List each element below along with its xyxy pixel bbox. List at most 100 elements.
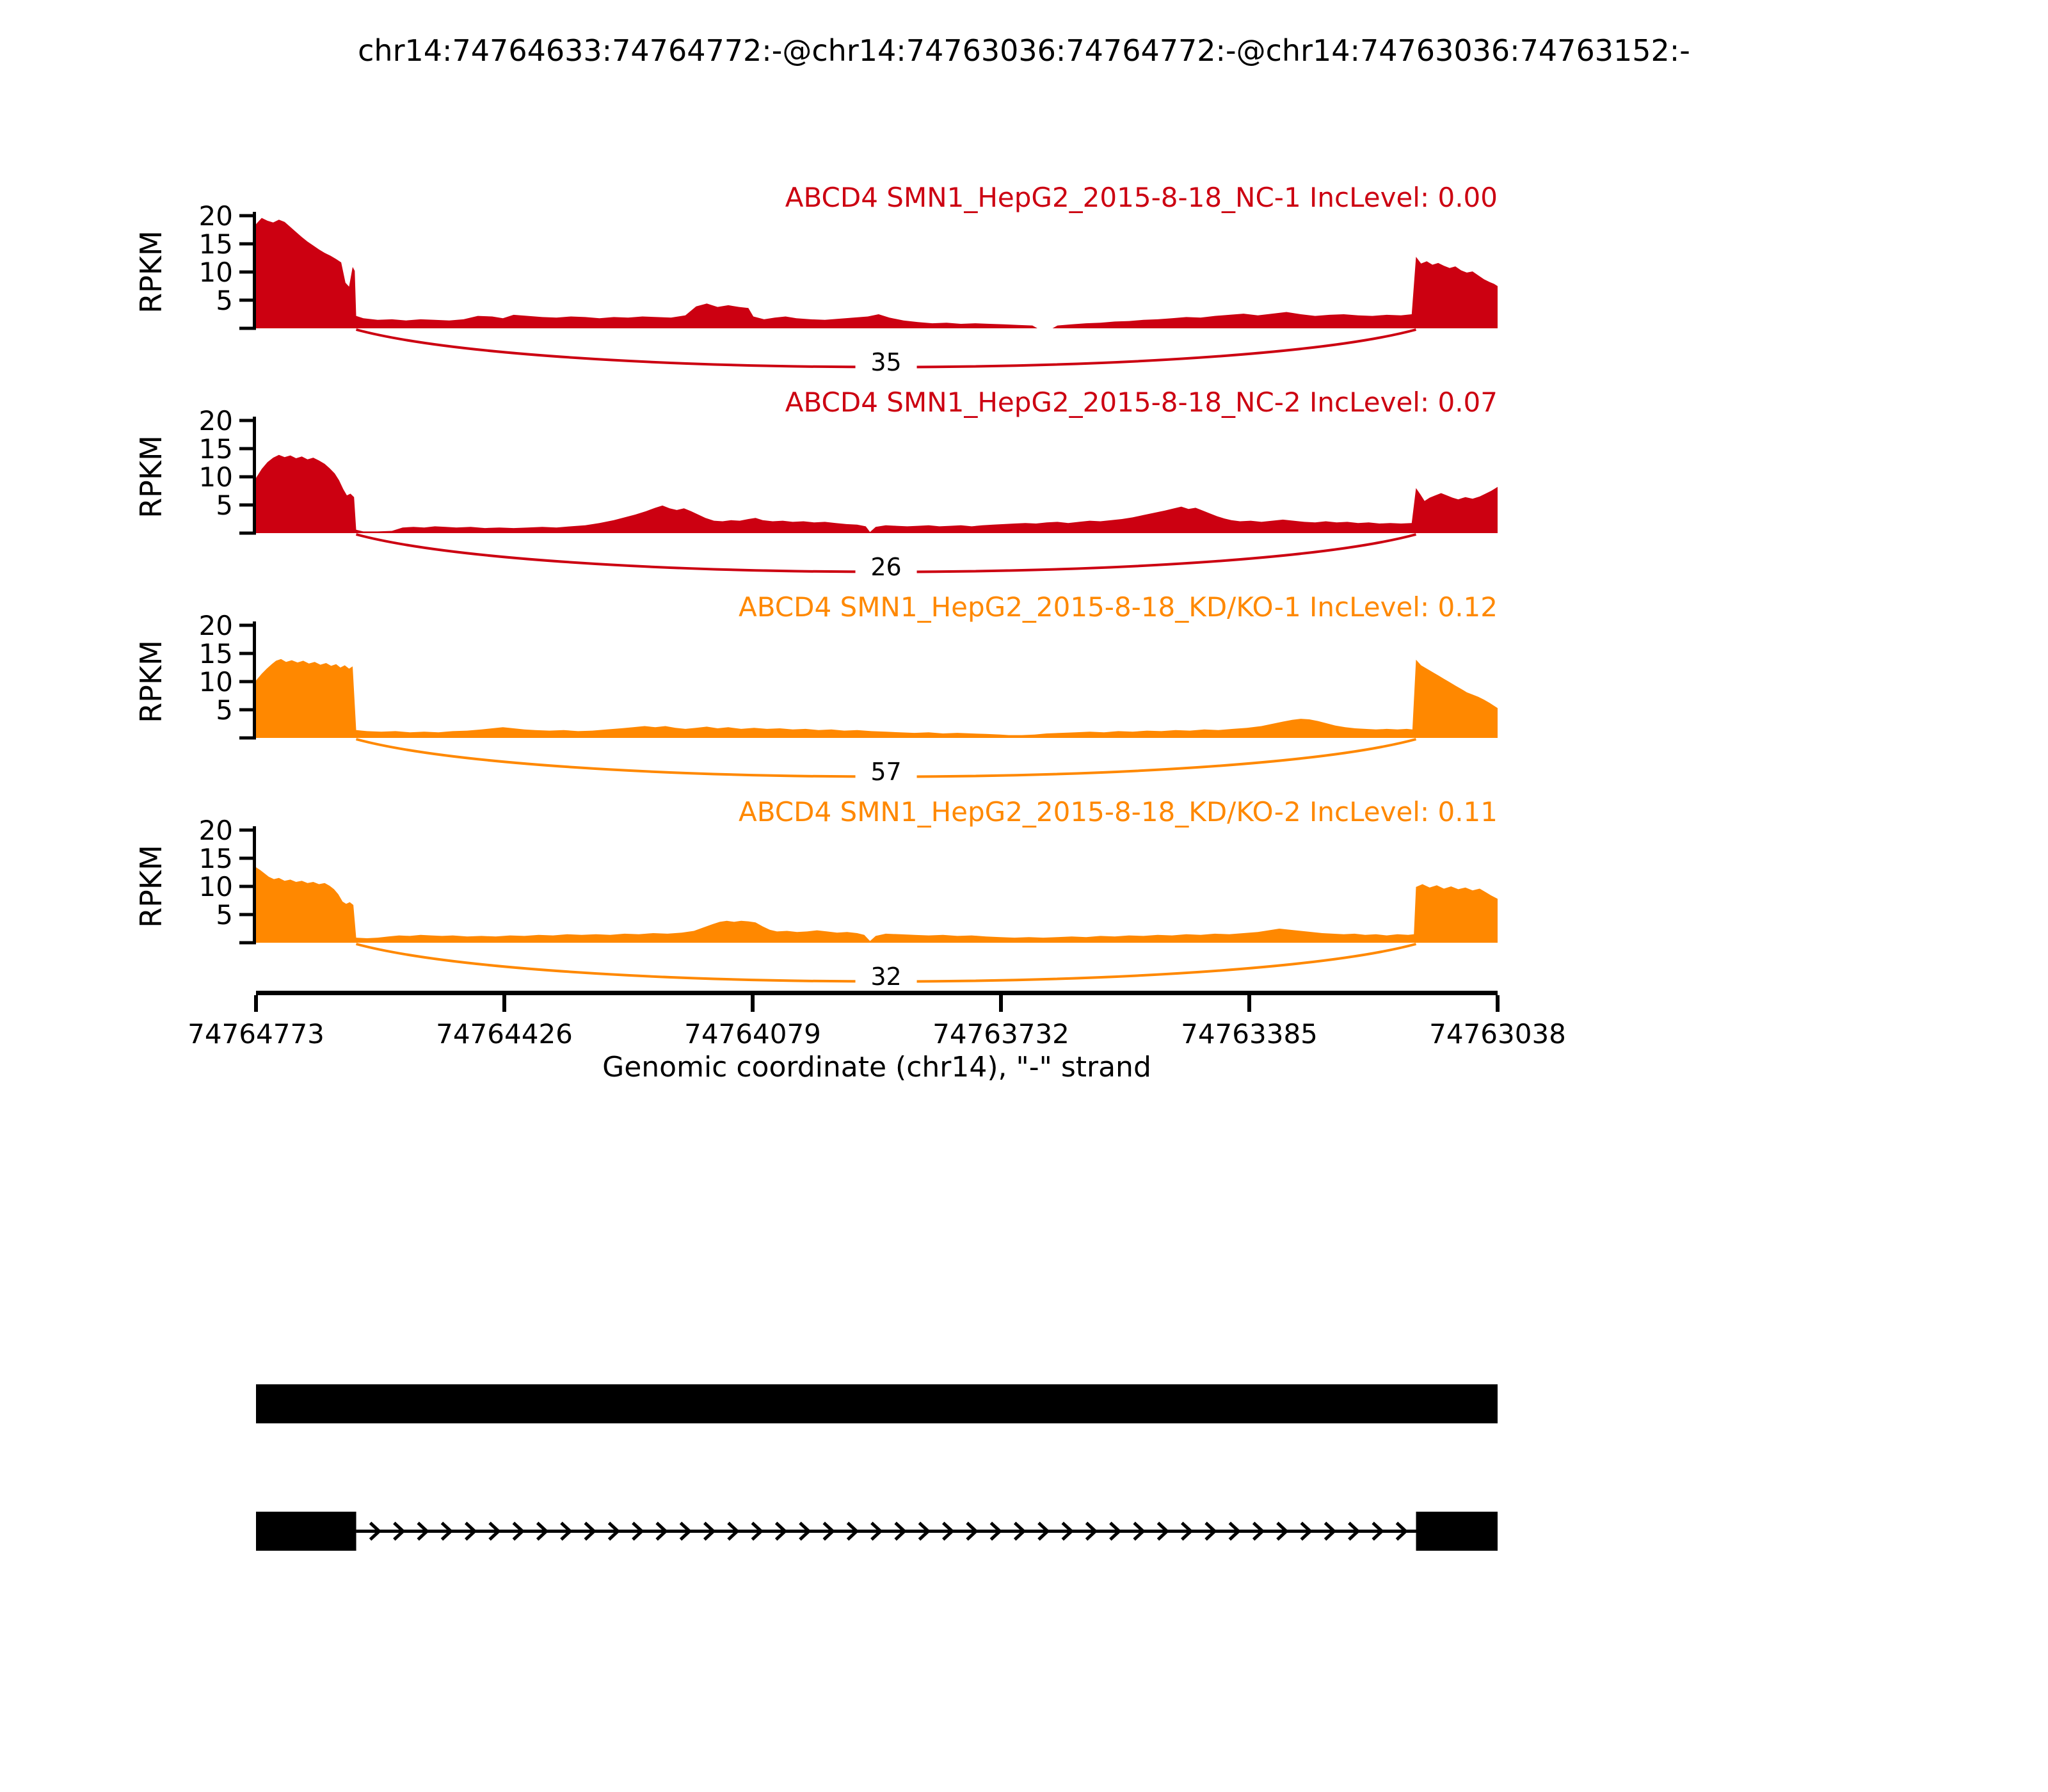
y-axis-tick	[239, 242, 256, 246]
y-axis-spine	[253, 417, 256, 533]
intron-arrow-icon	[393, 1521, 406, 1541]
intron-arrow-icon	[560, 1521, 573, 1541]
y-axis-title: RPKM	[134, 640, 168, 723]
y-axis-tick-label: 10	[199, 871, 233, 902]
intron-arrow-icon	[584, 1521, 596, 1541]
y-axis-tick	[239, 623, 256, 627]
junction-count-gap	[855, 349, 917, 374]
isoform-structures	[256, 1384, 1498, 1551]
intron-arrow-icon	[1133, 1521, 1146, 1541]
intron-arrow-icon	[918, 1521, 931, 1541]
intron-arrow-icon	[966, 1521, 979, 1541]
plot-title: chr14:74764633:74764772:-@chr14:74763036…	[358, 33, 1690, 68]
x-axis-tick-label: 74764773	[188, 1018, 324, 1050]
y-axis-tick-label: 15	[199, 638, 233, 669]
junction-count-label: 26	[870, 553, 901, 581]
y-axis-title: RPKM	[134, 435, 168, 518]
y-axis-tick	[239, 736, 256, 740]
intron-arrow-icon	[488, 1521, 501, 1541]
y-axis-tick-label: 5	[216, 694, 233, 726]
y-axis-tick-label: 20	[199, 200, 233, 232]
x-axis-tick	[502, 995, 506, 1012]
intron-arrow-icon	[989, 1521, 1003, 1541]
y-axis-tick	[239, 447, 256, 451]
y-axis-tick-label: 10	[199, 666, 233, 698]
y-axis-tick-label: 5	[216, 899, 233, 931]
intron-arrow-icon	[751, 1521, 764, 1541]
exon-block	[256, 1512, 356, 1551]
exon-block	[1416, 1512, 1498, 1551]
y-axis-tick	[239, 828, 256, 832]
junction-count-gap	[855, 758, 917, 784]
junction-count-gap	[855, 963, 917, 989]
intron-arrow-icon	[870, 1521, 883, 1541]
intron-arrow-icon	[703, 1521, 716, 1541]
y-axis-tick	[239, 475, 256, 479]
intron-arrow-icon	[607, 1521, 621, 1541]
intron-arrow-icon	[440, 1521, 454, 1541]
coverage-area	[256, 659, 1498, 738]
track-label: ABCD4 SMN1_HepG2_2015-8-18_NC-1 IncLevel…	[785, 182, 1498, 213]
x-axis-tick-label: 74763732	[932, 1018, 1069, 1050]
y-axis-tick	[239, 298, 256, 302]
intron-arrow-icon	[1372, 1521, 1384, 1541]
y-axis-tick	[239, 503, 256, 507]
y-axis-tick	[239, 856, 256, 860]
track-label: ABCD4 SMN1_HepG2_2015-8-18_KD/KO-2 IncLe…	[739, 796, 1498, 828]
intron-arrow-icon	[465, 1521, 477, 1541]
coverage-area	[256, 218, 1498, 328]
intron-arrow-icon	[1037, 1521, 1050, 1541]
intron-arrow-icon	[1395, 1521, 1409, 1541]
y-axis-tick	[239, 419, 256, 422]
exon-block	[256, 1384, 1498, 1423]
long-exon-isoform	[256, 1384, 1498, 1423]
intron-arrow-icon	[1300, 1521, 1313, 1541]
intron-arrow-icon	[655, 1521, 668, 1541]
x-axis-tick-label: 74764079	[684, 1018, 821, 1050]
intron-arrow-icon	[846, 1521, 860, 1541]
x-axis-title: Genomic coordinate (chr14), "-" strand	[602, 1051, 1151, 1084]
y-axis-tick-label: 20	[199, 405, 233, 436]
junction-count-label: 57	[870, 758, 901, 786]
y-axis-spine	[253, 826, 256, 943]
intron-arrow-icon	[1276, 1521, 1289, 1541]
intron-line	[356, 1530, 1416, 1533]
intron-arrow-icon	[1348, 1521, 1361, 1541]
junction-count-gap	[855, 554, 917, 579]
y-axis-tick-label: 20	[199, 815, 233, 846]
x-axis-line	[256, 991, 1498, 995]
intron-arrow-icon	[1013, 1521, 1027, 1541]
y-axis-title: RPKM	[134, 845, 168, 928]
coverage-area	[256, 867, 1498, 943]
y-axis-tick-label: 5	[216, 285, 233, 316]
y-axis-tick-label: 20	[199, 610, 233, 641]
x-axis-tick	[751, 995, 755, 1012]
intron-arrow-icon	[799, 1521, 812, 1541]
x-axis-tick	[254, 995, 258, 1012]
intron-arrow-icon	[1109, 1521, 1122, 1541]
intron-arrow-icon	[1061, 1521, 1074, 1541]
y-axis-tick-label: 15	[199, 843, 233, 874]
y-axis-tick	[239, 326, 256, 330]
x-axis-tick-label: 74763385	[1181, 1018, 1318, 1050]
x-axis-tick-label: 74764426	[436, 1018, 573, 1050]
y-axis-tick-label: 10	[199, 257, 233, 288]
y-axis-tick	[239, 680, 256, 684]
intron-arrow-icon	[774, 1521, 788, 1541]
intron-arrow-icon	[1324, 1521, 1337, 1541]
x-axis-tick	[1496, 995, 1500, 1012]
intron-arrow-icon	[1085, 1521, 1098, 1541]
y-axis-tick-label: 15	[199, 228, 233, 260]
x-axis-tick-label: 74763038	[1429, 1018, 1566, 1050]
x-axis: 74764773 74764426 74764079 74763732 74763385…	[188, 991, 1566, 1084]
y-axis-spine	[253, 212, 256, 328]
x-axis-tick	[1247, 995, 1251, 1012]
y-axis-tick	[239, 214, 256, 218]
y-axis-tick	[239, 884, 256, 888]
intron-arrow-icon	[822, 1521, 835, 1541]
